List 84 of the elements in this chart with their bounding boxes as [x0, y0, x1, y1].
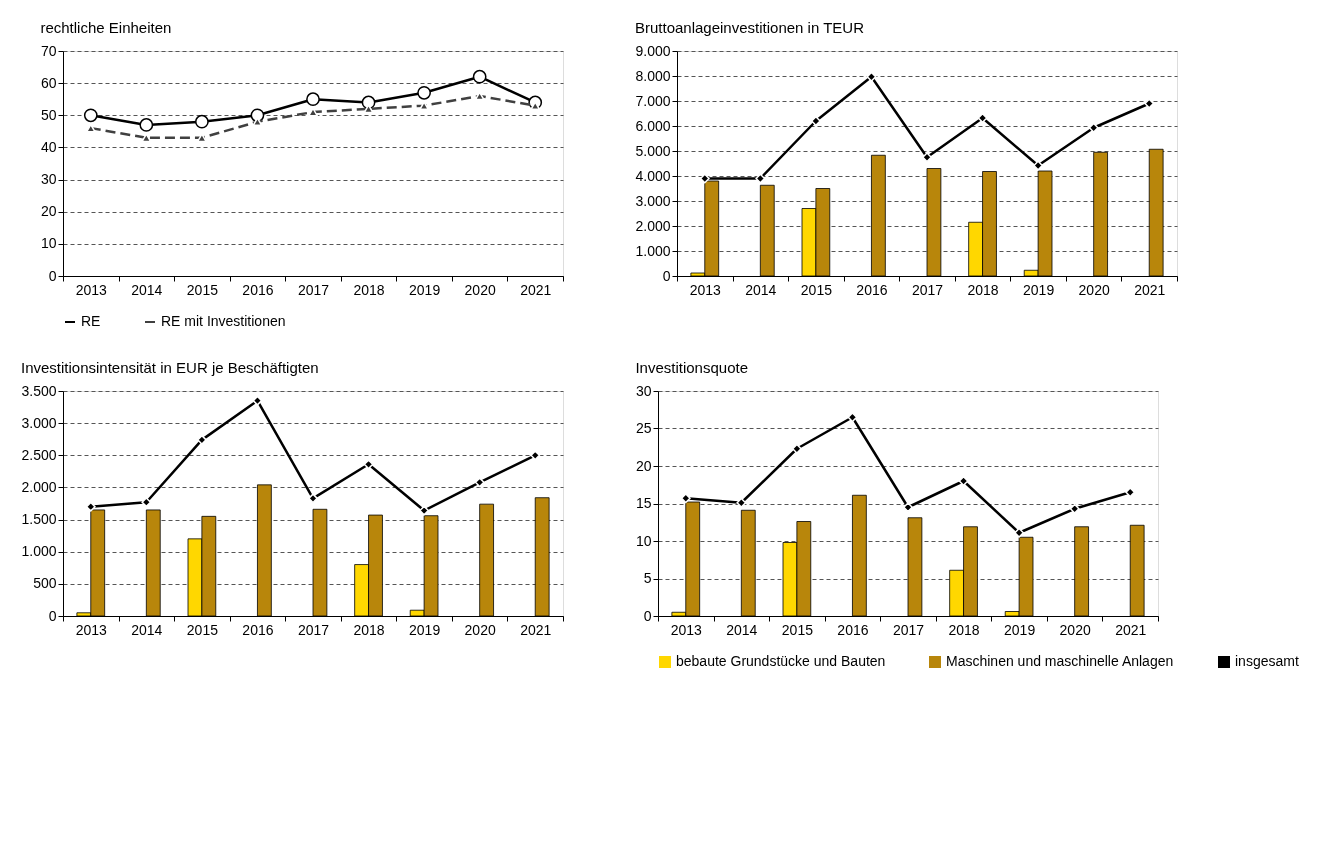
- y-tick-label: 3.000: [635, 192, 671, 209]
- y-tick-label: 20: [40, 203, 57, 220]
- y-tick-label: 3.000: [21, 414, 57, 431]
- legend-label: bebaute Grundstücke und Bauten: [676, 653, 886, 669]
- y-tick-label: 70: [40, 42, 57, 59]
- x-tick-label: 2018: [353, 281, 385, 298]
- x-tick-label: 2013: [75, 621, 108, 638]
- legend-label: Maschinen und maschinelle Anlagen: [946, 653, 1174, 669]
- y-tick-label: 0: [643, 607, 652, 624]
- legend-label: RE: [81, 313, 101, 329]
- x-tick-label: 2015: [186, 621, 219, 638]
- point: [417, 85, 431, 100]
- point: [472, 69, 487, 84]
- x-tick-label: 2014: [745, 281, 777, 298]
- x-tick-label: 2014: [131, 281, 163, 298]
- y-tick-label: 4.000: [635, 167, 671, 184]
- y-tick-label: 10: [635, 532, 652, 549]
- y-tick-label: 0: [48, 267, 57, 284]
- x-tick-label: 2019: [1004, 621, 1036, 638]
- y-tick-label: 30: [40, 171, 57, 188]
- legend-label: insgesamt: [1235, 653, 1299, 669]
- y-tick-label: 0: [662, 267, 671, 284]
- y-tick-label: 1.000: [21, 543, 57, 560]
- x-tick-label: 2019: [1023, 281, 1055, 298]
- y-tick-label: 20: [635, 457, 652, 474]
- x-tick-label: 2018: [353, 621, 385, 638]
- x-tick-label: 2015: [186, 281, 219, 298]
- x-tick-label: 2015: [781, 621, 814, 638]
- x-tick-label: 2017: [297, 281, 330, 298]
- y-tick-label: 7.000: [635, 92, 671, 109]
- point: [83, 108, 98, 123]
- x-tick-label: 2013: [689, 281, 722, 298]
- y-tick-label: 2.500: [21, 446, 57, 463]
- y-tick-label: 3.500: [21, 382, 57, 399]
- x-tick-label: 2017: [911, 281, 944, 298]
- y-tick-label: 8.000: [635, 67, 671, 84]
- x-tick-label: 2019: [409, 621, 441, 638]
- x-tick-label: 2020: [1059, 621, 1091, 638]
- y-tick-label: 40: [40, 138, 57, 155]
- legend-label: RE mit Investitionen: [161, 313, 286, 329]
- chart-title: Investitionsintensität in EUR je Beschäftigten: [20, 359, 319, 376]
- x-tick-label: 2018: [948, 621, 980, 638]
- x-tick-label: 2016: [242, 281, 274, 298]
- x-tick-label: 2019: [409, 281, 441, 298]
- y-tick-label: 25: [635, 420, 652, 436]
- point: [139, 118, 154, 132]
- y-tick-label: 5.000: [635, 142, 671, 159]
- y-tick-label: 15: [635, 495, 652, 511]
- y-tick-label: 6.000: [635, 117, 671, 134]
- x-tick-label: 2015: [800, 281, 833, 298]
- y-tick-label: 2.000: [21, 478, 57, 495]
- x-tick-label: 2017: [892, 621, 925, 638]
- y-tick-label: 0: [48, 607, 57, 624]
- point: [306, 92, 320, 107]
- x-tick-label: 2016: [242, 621, 274, 638]
- x-tick-label: 2020: [464, 281, 496, 298]
- x-tick-label: 2013: [670, 621, 703, 638]
- point: [195, 114, 209, 129]
- x-tick-label: 2021: [1134, 281, 1166, 298]
- chart-title: Investitionsquote: [635, 359, 749, 376]
- chart-title: rechtliche Einheiten: [40, 19, 172, 36]
- y-tick-label: 2.000: [635, 217, 671, 234]
- x-tick-label: 2020: [1078, 281, 1110, 298]
- y-tick-label: 1.000: [635, 242, 671, 259]
- y-tick-label: 10: [40, 235, 57, 252]
- y-tick-label: 9.000: [635, 42, 671, 59]
- x-tick-label: 2016: [837, 621, 869, 638]
- x-tick-label: 2018: [967, 281, 999, 298]
- x-tick-label: 2021: [1115, 621, 1147, 638]
- x-tick-label: 2014: [726, 621, 758, 638]
- x-tick-label: 2017: [297, 621, 330, 638]
- x-tick-label: 2016: [856, 281, 888, 298]
- y-tick-label: 30: [635, 382, 652, 399]
- y-tick-label: 50: [40, 106, 57, 123]
- x-tick-label: 2020: [464, 621, 496, 638]
- x-tick-label: 2021: [520, 621, 552, 638]
- x-tick-label: 2021: [520, 281, 552, 298]
- y-tick-label: 5: [643, 570, 652, 586]
- x-tick-label: 2014: [131, 621, 163, 638]
- y-tick-label: 60: [40, 74, 57, 91]
- chart-title: Bruttoanlageinvestitionen in TEUR: [634, 19, 865, 36]
- x-tick-label: 2013: [75, 281, 108, 298]
- y-tick-label: 500: [33, 575, 57, 592]
- y-tick-label: 1.500: [21, 511, 57, 528]
